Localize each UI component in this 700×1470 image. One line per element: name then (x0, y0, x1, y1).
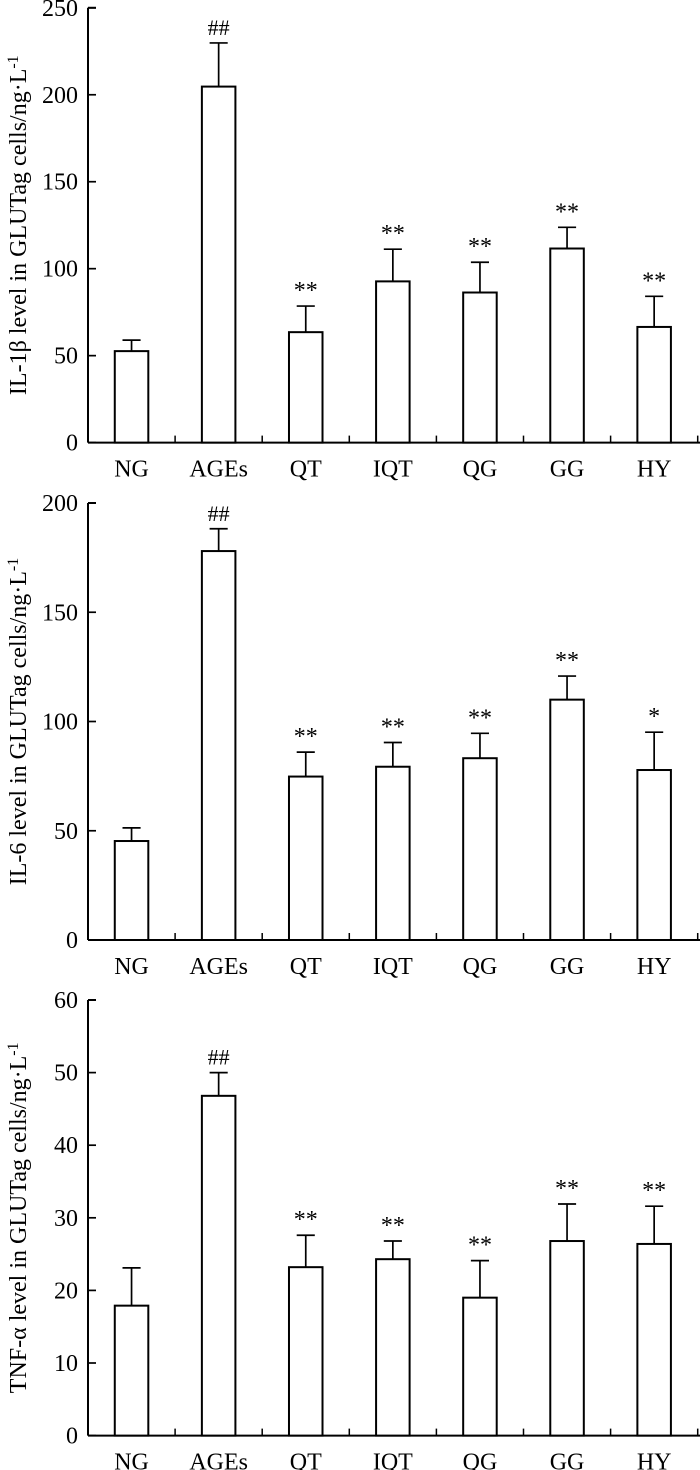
svg-text:HY: HY (637, 954, 672, 980)
svg-text:50: 50 (54, 819, 78, 845)
svg-text:0: 0 (66, 928, 78, 954)
svg-text:30: 30 (54, 1206, 78, 1232)
svg-text:QG: QG (463, 1450, 498, 1470)
svg-text:100: 100 (42, 710, 78, 736)
svg-text:*: * (648, 704, 660, 730)
svg-text:40: 40 (54, 1133, 78, 1159)
svg-text:**: ** (555, 1176, 579, 1202)
svg-text:10: 10 (54, 1351, 78, 1377)
svg-text:NG: NG (114, 954, 149, 980)
svg-text:**: ** (555, 648, 579, 674)
svg-text:TNF-α level in GLUTag cells/ng: TNF-α level in GLUTag cells/ng·L-1 (5, 1042, 32, 1393)
svg-text:**: ** (468, 1233, 492, 1259)
svg-text:##: ## (208, 501, 230, 526)
svg-text:IQT: IQT (373, 457, 413, 483)
svg-text:GG: GG (550, 457, 585, 483)
svg-text:**: ** (381, 714, 405, 740)
svg-text:20: 20 (54, 1278, 78, 1304)
svg-text:AGEs: AGEs (189, 457, 248, 483)
svg-text:**: ** (294, 278, 318, 304)
svg-text:100: 100 (42, 257, 78, 283)
svg-text:IQT: IQT (373, 954, 413, 980)
svg-text:60: 60 (54, 988, 78, 1014)
svg-text:IL-1β level in GLUTag cells/ng: IL-1β level in GLUTag cells/ng·L-1 (5, 55, 32, 395)
svg-text:250: 250 (42, 0, 78, 22)
svg-text:QT: QT (290, 1450, 322, 1470)
svg-text:**: ** (555, 199, 579, 225)
svg-text:50: 50 (54, 1061, 78, 1087)
svg-text:AGEs: AGEs (189, 1450, 248, 1470)
svg-text:QT: QT (290, 457, 322, 483)
svg-text:**: ** (642, 1178, 666, 1204)
svg-text:**: ** (468, 234, 492, 260)
svg-text:**: ** (381, 1213, 405, 1239)
svg-text:NG: NG (114, 1450, 149, 1470)
svg-text:0: 0 (66, 1424, 78, 1450)
svg-text:HY: HY (637, 1450, 672, 1470)
svg-text:**: ** (381, 221, 405, 247)
svg-text:**: ** (294, 724, 318, 750)
svg-text:IQT: IQT (373, 1450, 413, 1470)
svg-text:150: 150 (42, 600, 78, 626)
svg-text:NG: NG (114, 457, 149, 483)
svg-text:**: ** (642, 268, 666, 294)
svg-text:GG: GG (550, 954, 585, 980)
svg-text:QG: QG (463, 457, 498, 483)
svg-text:GG: GG (550, 1450, 585, 1470)
svg-text:200: 200 (42, 491, 78, 517)
svg-text:200: 200 (42, 83, 78, 109)
svg-text:QT: QT (290, 954, 322, 980)
svg-text:##: ## (208, 1045, 230, 1070)
svg-text:HY: HY (637, 457, 672, 483)
svg-text:**: ** (468, 705, 492, 731)
svg-text:0: 0 (66, 431, 78, 457)
svg-text:150: 150 (42, 170, 78, 196)
svg-text:IL-6 level in GLUTag cells/ng·: IL-6 level in GLUTag cells/ng·L-1 (5, 558, 32, 886)
svg-text:**: ** (294, 1207, 318, 1233)
svg-text:50: 50 (54, 344, 78, 370)
svg-text:##: ## (208, 15, 230, 40)
svg-text:AGEs: AGEs (189, 954, 248, 980)
svg-text:QG: QG (463, 954, 498, 980)
